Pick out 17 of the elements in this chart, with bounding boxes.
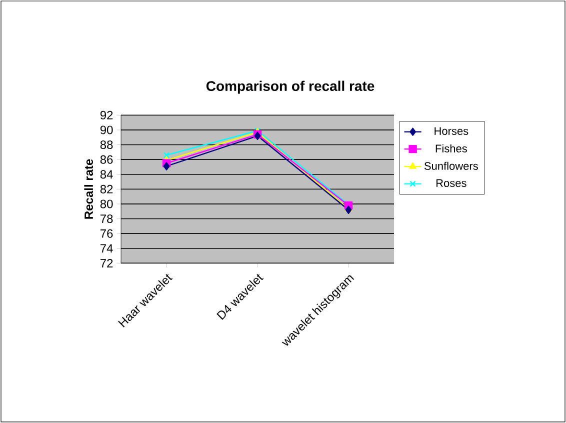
chart-title: Comparison of recall rate [206,80,374,94]
legend-label: Fishes [436,144,467,152]
y-tick-label: 72 [100,258,113,268]
y-tick-label: 92 [100,110,113,120]
y-tick-label: 74 [100,244,113,252]
y-tick-label: 86 [100,155,113,164]
legend-label: Roses [436,179,466,187]
y-tick-label: 82 [100,184,113,194]
legend-label: Sunflowers [424,162,478,170]
y-tick-label: 76 [100,229,113,238]
y-tick-label: 88 [100,140,113,149]
y-tick-label: 78 [100,214,113,223]
y-axis-title: Recall rate [84,159,94,219]
y-tick-label: 90 [100,126,113,134]
legend-label: Horses [434,127,468,135]
y-tick-label: 80 [100,200,113,208]
y-tick-label: 84 [100,170,113,179]
